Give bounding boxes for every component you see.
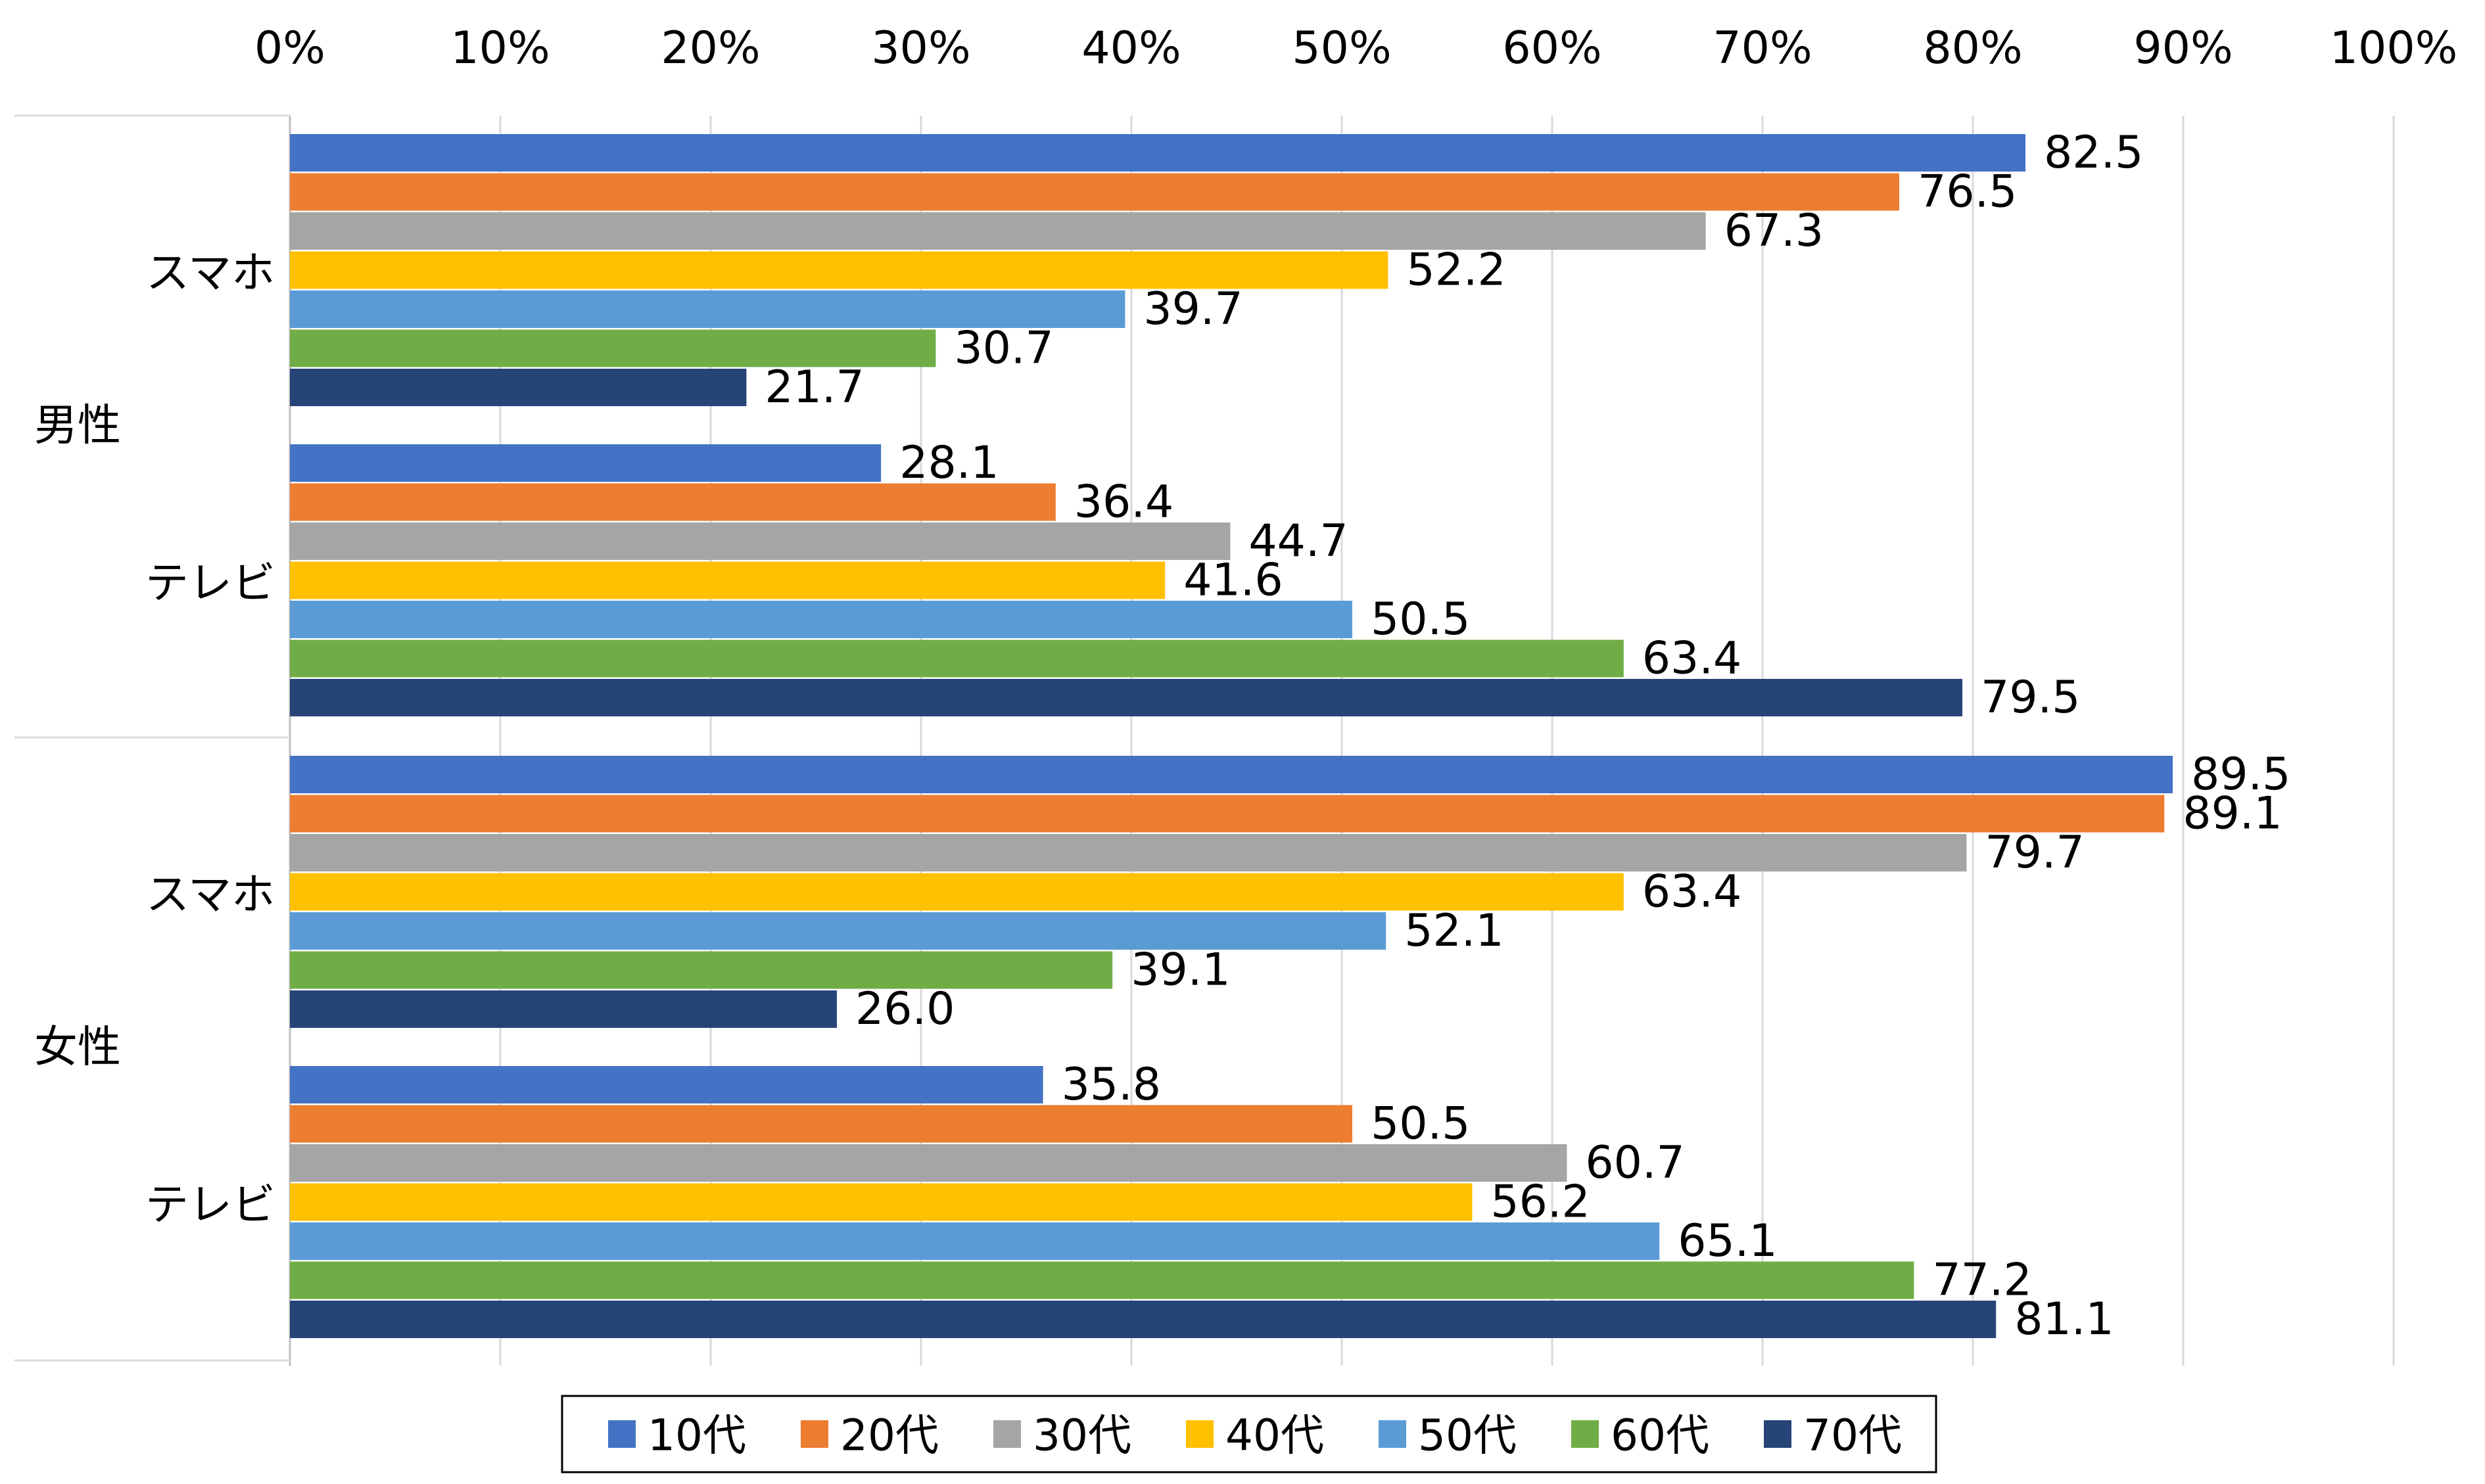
legend-swatch xyxy=(608,1420,636,1448)
bar xyxy=(290,173,1899,211)
subcategory-label: テレビ xyxy=(145,558,275,609)
legend-label: 30代 xyxy=(1033,1410,1131,1461)
legend-box xyxy=(561,1395,1937,1473)
data-label: 63.4 xyxy=(1642,633,1741,685)
legend-label: 50代 xyxy=(1418,1410,1517,1461)
data-label: 81.1 xyxy=(2014,1293,2114,1345)
x-tick-label: 0% xyxy=(254,22,325,74)
bar xyxy=(290,951,1113,989)
bars xyxy=(290,134,2173,1338)
bar xyxy=(290,601,1352,638)
data-label: 28.1 xyxy=(899,437,999,489)
bar xyxy=(290,1144,1567,1182)
data-label: 89.1 xyxy=(2183,788,2282,840)
x-tick-label: 20% xyxy=(661,22,760,74)
x-tick-label: 50% xyxy=(1292,22,1391,74)
data-labels: 82.5 76.5 67.3 52.2 39.7 30.7 21.7 28.1 36.4 44.7… xyxy=(765,127,2290,1345)
legend-label: 70代 xyxy=(1803,1410,1902,1461)
legend-swatch xyxy=(1379,1420,1406,1448)
subcategory-label: スマホ xyxy=(146,870,275,920)
bar xyxy=(290,522,1231,560)
x-tick-label: 10% xyxy=(450,22,550,74)
data-label: 56.2 xyxy=(1490,1176,1590,1228)
bar xyxy=(290,873,1624,911)
data-label: 39.1 xyxy=(1131,944,1230,996)
bar xyxy=(290,251,1388,289)
bar xyxy=(290,369,747,406)
data-label: 79.7 xyxy=(1985,827,2084,879)
bar xyxy=(290,834,1967,871)
legend-label: 20代 xyxy=(840,1410,939,1461)
x-tick-label: 30% xyxy=(871,22,970,74)
data-label: 52.2 xyxy=(1406,244,1505,296)
data-label: 41.6 xyxy=(1183,555,1283,607)
legend-swatch xyxy=(801,1420,828,1448)
data-label: 76.5 xyxy=(1918,166,2017,218)
x-tick-label: 90% xyxy=(2133,22,2233,74)
bar xyxy=(290,290,1125,328)
bar xyxy=(290,1183,1473,1221)
bar xyxy=(290,795,2165,833)
legend-label: 40代 xyxy=(1225,1410,1324,1461)
legend-swatch xyxy=(1764,1420,1791,1448)
data-label: 67.3 xyxy=(1724,205,1824,257)
bar xyxy=(290,483,1056,521)
data-label: 89.5 xyxy=(2191,749,2290,800)
subcategory-label: スマホ xyxy=(146,248,275,298)
data-label: 26.0 xyxy=(855,983,955,1035)
legend-swatch xyxy=(1186,1420,1214,1448)
data-label: 65.1 xyxy=(1678,1215,1777,1267)
bar xyxy=(290,212,1706,250)
data-label: 35.8 xyxy=(1062,1059,1161,1111)
bar xyxy=(290,1066,1043,1103)
legend-swatch xyxy=(993,1420,1021,1448)
data-label: 50.5 xyxy=(1371,593,1470,645)
bar xyxy=(290,329,936,367)
group-label: 男性 xyxy=(34,400,121,451)
group-label: 女性 xyxy=(34,1022,121,1073)
data-label: 63.4 xyxy=(1642,866,1741,918)
data-label: 60.7 xyxy=(1585,1137,1684,1189)
subcategory-label: テレビ xyxy=(145,1180,275,1230)
x-tick-label: 100% xyxy=(2330,22,2457,74)
legend-swatch xyxy=(1571,1420,1599,1448)
bar xyxy=(290,1222,1660,1260)
legend-label: 10代 xyxy=(648,1410,746,1461)
bar xyxy=(290,679,1962,716)
x-tick-label: 70% xyxy=(1713,22,1812,74)
data-label: 50.5 xyxy=(1371,1098,1470,1150)
bar xyxy=(290,1105,1352,1143)
bar xyxy=(290,561,1166,599)
x-tick-label: 40% xyxy=(1081,22,1181,74)
data-label: 44.7 xyxy=(1248,515,1348,567)
data-label: 21.7 xyxy=(765,361,864,413)
bar xyxy=(290,444,882,482)
data-label: 52.1 xyxy=(1404,905,1503,957)
data-label: 39.7 xyxy=(1143,283,1242,335)
x-axis: 0% 10% 20% 30% 40% 50% 60% 70% 80% 90% 100% xyxy=(254,22,2457,74)
data-label: 79.5 xyxy=(1981,672,2080,724)
data-label: 36.4 xyxy=(1074,476,1173,528)
data-label: 77.2 xyxy=(1932,1255,2031,1307)
x-tick-label: 60% xyxy=(1502,22,1601,74)
bar xyxy=(290,639,1624,678)
legend-label: 60代 xyxy=(1611,1410,1709,1461)
bar xyxy=(290,756,2173,793)
bar xyxy=(290,990,837,1028)
x-tick-label: 80% xyxy=(1923,22,2022,74)
data-label: 30.7 xyxy=(954,323,1053,375)
legend: 10代 20代 30代 40代 50代 60代 70代 xyxy=(561,1395,1937,1473)
bar xyxy=(290,1301,1997,1338)
bar xyxy=(290,1261,1914,1299)
data-label: 82.5 xyxy=(2044,127,2143,179)
bar xyxy=(290,134,2025,172)
bar xyxy=(290,912,1386,950)
